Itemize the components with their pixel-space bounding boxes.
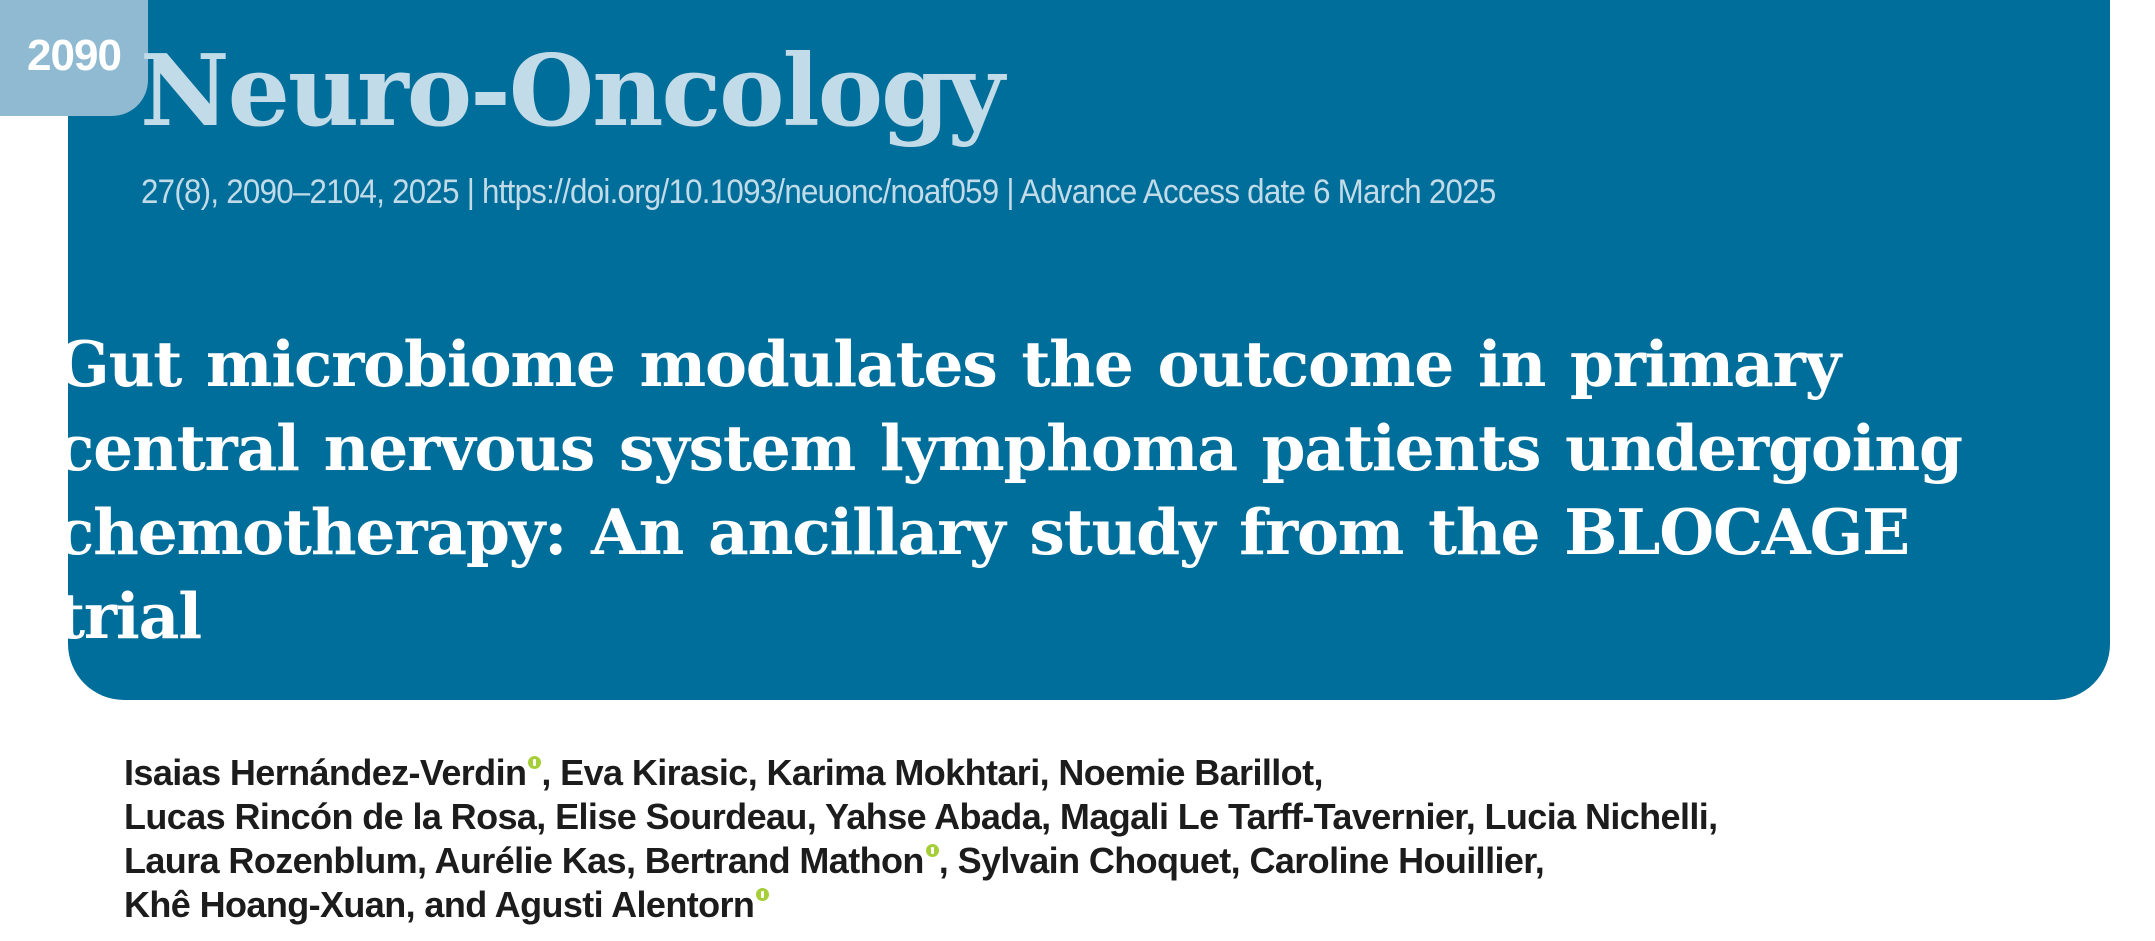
orcid-icon[interactable] xyxy=(925,844,939,857)
author-text: Khê Hoang-Xuan, and Agusti Alentorn xyxy=(124,884,755,925)
orcid-icon[interactable] xyxy=(756,888,770,901)
author-line-2: Lucas Rincón de la Rosa, Elise Sourdeau,… xyxy=(124,796,1718,837)
author-line-1: Isaias Hernández-Verdin , Eva Kirasic, Ka… xyxy=(124,751,2104,795)
author-text: Laura Rozenblum, Aurélie Kas, Bertrand M… xyxy=(124,840,924,881)
author-text: Isaias Hernández-Verdin xyxy=(124,752,527,793)
orcid-icon[interactable] xyxy=(528,756,542,769)
page-number: 2090 xyxy=(27,31,122,80)
author-text: , Eva Kirasic, Karima Mokhtari, Noemie B… xyxy=(541,752,1323,793)
header-banner xyxy=(68,0,2110,700)
author-list: Isaias Hernández-Verdin , Eva Kirasic, Ka… xyxy=(124,751,2104,927)
author-text: , Sylvain Choquet, Caroline Houillier, xyxy=(938,840,1545,881)
article-title: Gut microbiome modulates the outcome in … xyxy=(56,327,1963,653)
journal-title: Neuro-Oncology xyxy=(140,34,1005,149)
author-line-4: Khê Hoang-Xuan, and Agusti Alentorn xyxy=(124,883,2104,927)
page-number-tab: 2090 xyxy=(0,0,148,116)
citation-line: 27(8), 2090–2104, 2025 | https://doi.org… xyxy=(141,173,1496,211)
author-line-3: Laura Rozenblum, Aurélie Kas, Bertrand M… xyxy=(124,839,2104,883)
